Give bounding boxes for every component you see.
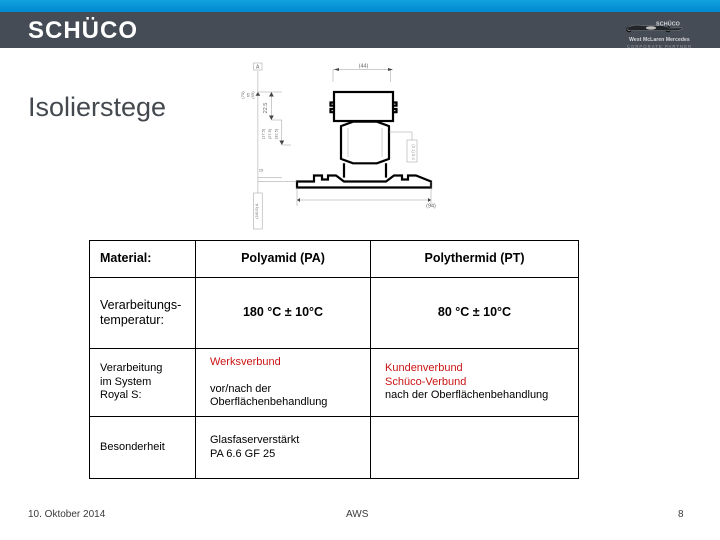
svg-text:22.5: 22.5 (263, 103, 269, 114)
svg-text:(1/0.5) A: (1/0.5) A (254, 203, 259, 218)
svg-text:(2.1) 0.4: (2.1) 0.4 (411, 144, 416, 160)
svg-text:(32.5): (32.5) (274, 128, 279, 139)
svg-text:(70): (70) (240, 91, 245, 99)
svg-text:(44): (44) (359, 64, 369, 70)
svg-text:15: 15 (259, 168, 264, 173)
svg-text:(55): (55) (250, 91, 255, 99)
svg-text:(17.5): (17.5) (261, 128, 266, 139)
svg-text:(27.5): (27.5) (267, 128, 272, 139)
svg-text:(94): (94) (426, 204, 436, 210)
